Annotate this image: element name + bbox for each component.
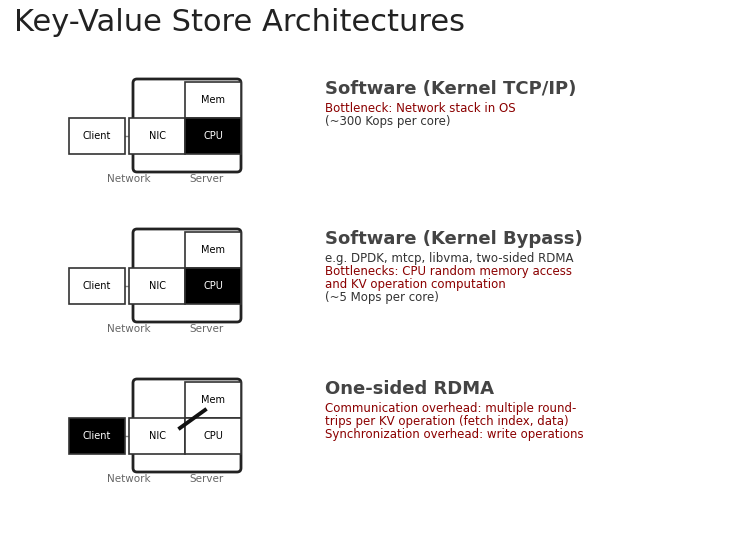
Text: Server: Server [190, 324, 224, 334]
Text: CPU: CPU [203, 131, 223, 141]
Text: Mem: Mem [201, 245, 225, 255]
Text: Network: Network [107, 474, 150, 484]
Text: Software (Kernel Bypass): Software (Kernel Bypass) [325, 230, 583, 248]
Text: Bottleneck: Network stack in OS: Bottleneck: Network stack in OS [325, 102, 515, 115]
Text: Communication overhead: multiple round-: Communication overhead: multiple round- [325, 402, 576, 415]
Text: Key-Value Store Architectures: Key-Value Store Architectures [14, 8, 465, 37]
Text: Mem: Mem [201, 395, 225, 405]
FancyBboxPatch shape [133, 379, 241, 472]
Text: Client: Client [83, 131, 111, 141]
Text: e.g. DPDK, mtcp, libvma, two-sided RDMA: e.g. DPDK, mtcp, libvma, two-sided RDMA [325, 252, 573, 265]
FancyBboxPatch shape [129, 418, 185, 454]
FancyBboxPatch shape [185, 418, 241, 454]
Text: NIC: NIC [148, 281, 165, 291]
Text: Server: Server [190, 474, 224, 484]
Text: Client: Client [83, 431, 111, 441]
FancyBboxPatch shape [129, 118, 185, 154]
FancyBboxPatch shape [185, 118, 241, 154]
FancyBboxPatch shape [129, 268, 185, 304]
FancyBboxPatch shape [185, 232, 241, 268]
Text: trips per KV operation (fetch index, data): trips per KV operation (fetch index, dat… [325, 415, 569, 428]
Text: CPU: CPU [203, 431, 223, 441]
FancyBboxPatch shape [69, 418, 125, 454]
Text: Server: Server [190, 174, 224, 184]
Text: Synchronization overhead: write operations: Synchronization overhead: write operatio… [325, 428, 584, 441]
Text: Mem: Mem [201, 95, 225, 105]
Text: Software (Kernel TCP/IP): Software (Kernel TCP/IP) [325, 80, 576, 98]
FancyBboxPatch shape [185, 82, 241, 118]
FancyBboxPatch shape [69, 118, 125, 154]
Text: and KV operation computation: and KV operation computation [325, 278, 506, 291]
Text: NIC: NIC [148, 431, 165, 441]
Text: (~5 Mops per core): (~5 Mops per core) [325, 291, 439, 304]
FancyBboxPatch shape [133, 79, 241, 172]
FancyBboxPatch shape [185, 268, 241, 304]
Text: One-sided RDMA: One-sided RDMA [325, 380, 494, 398]
FancyBboxPatch shape [69, 268, 125, 304]
Text: NIC: NIC [148, 131, 165, 141]
Text: Network: Network [107, 174, 150, 184]
FancyBboxPatch shape [133, 229, 241, 322]
Text: Client: Client [83, 281, 111, 291]
Text: Network: Network [107, 324, 150, 334]
Text: CPU: CPU [203, 281, 223, 291]
Text: (~300 Kops per core): (~300 Kops per core) [325, 115, 451, 128]
FancyBboxPatch shape [185, 382, 241, 418]
Text: Bottlenecks: CPU random memory access: Bottlenecks: CPU random memory access [325, 265, 572, 278]
